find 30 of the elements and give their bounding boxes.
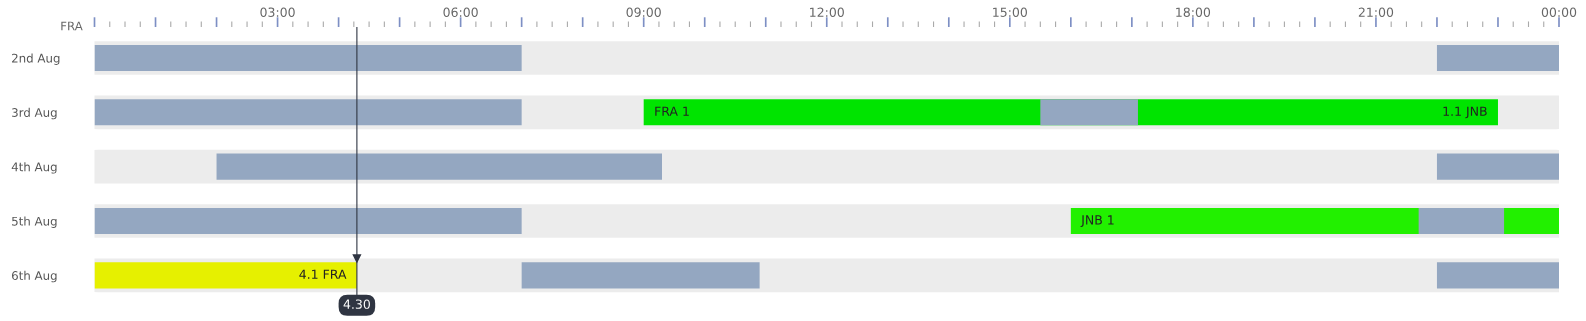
bar — [521, 262, 760, 289]
bar — [94, 207, 522, 235]
y-tick-label: 6th Aug — [11, 270, 57, 283]
annotation: FRA 1 — [655, 106, 689, 116]
x-tick-label: 15:00 — [993, 7, 1027, 17]
bar — [1418, 207, 1505, 235]
bar — [216, 153, 662, 180]
x-tick-label: 00:00 — [1541, 7, 1577, 17]
y-tick-label: 4th Aug — [11, 162, 57, 174]
annotation: JNB 1 — [1080, 215, 1114, 227]
x-axis-title: FRA — [61, 21, 83, 31]
x-tick-label: 09:00 — [626, 7, 661, 17]
bar — [94, 44, 522, 72]
y-tick-label: 5th Aug — [12, 216, 57, 228]
annotation: 4.1 FRA — [299, 269, 347, 279]
ref-line-label: 4.30 — [343, 299, 370, 309]
bar — [94, 262, 357, 289]
annotation: 1.1 JNB — [1443, 106, 1487, 119]
x-tick-label: 12:00 — [810, 7, 844, 17]
x-tick-label: 03:00 — [260, 7, 295, 17]
y-tick-label: 3rd Aug — [12, 107, 57, 120]
bar — [1436, 44, 1559, 72]
bar — [94, 99, 522, 126]
bar — [1040, 99, 1138, 126]
bar — [1436, 153, 1559, 180]
x-tick-label: 18:00 — [1176, 7, 1211, 17]
x-tick-label: 06:00 — [443, 7, 478, 17]
bar — [1436, 262, 1559, 289]
y-tick-label: 2nd Aug — [12, 53, 60, 65]
x-tick-label: 21:00 — [1358, 7, 1394, 17]
